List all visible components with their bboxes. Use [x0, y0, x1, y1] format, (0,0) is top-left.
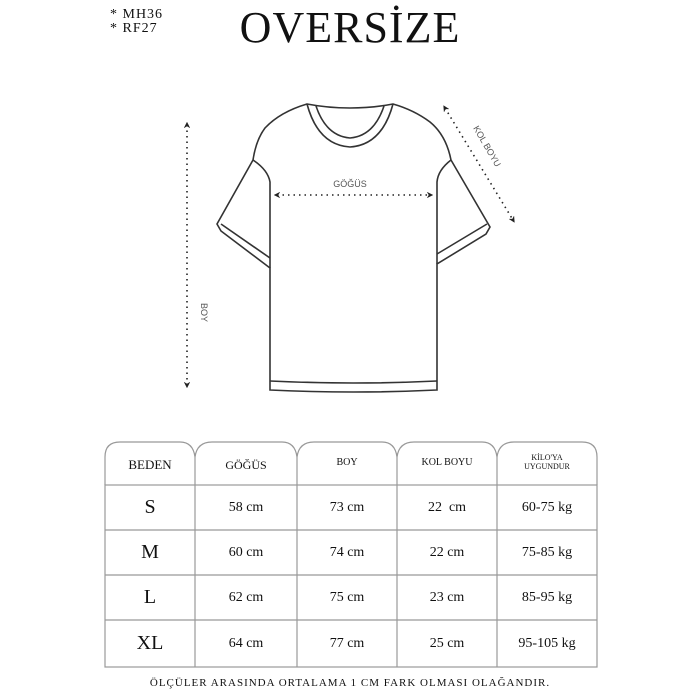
- product-code: * RF27: [110, 21, 158, 36]
- product-code: * MH36: [110, 7, 164, 22]
- header-length: BOY: [336, 456, 358, 468]
- cell-chest: 62 cm: [228, 589, 264, 605]
- cell-weight: 95-105 kg: [518, 635, 576, 651]
- page-title: OVERSİZE: [239, 3, 461, 52]
- footer-note: ÖLÇÜLER ARASINDA ORTALAMA 1 CM FARK OLMA…: [149, 677, 551, 689]
- cell-size: M: [141, 541, 159, 563]
- header-weight-line1: KİLO'YA: [531, 453, 563, 462]
- cell-length: 73 cm: [329, 499, 365, 515]
- product-codes: * MH36 * RF27: [110, 8, 163, 36]
- cell-length: 74 cm: [329, 544, 365, 560]
- cell-size: XL: [136, 632, 164, 654]
- cell-weight: 60-75 kg: [521, 499, 573, 515]
- cell-sleeve: 22 cm: [427, 499, 467, 515]
- cell-sleeve: 25 cm: [429, 635, 465, 651]
- cell-weight: 75-85 kg: [521, 544, 573, 560]
- cell-length: 77 cm: [329, 635, 365, 651]
- size-table-grid: [104, 441, 598, 668]
- cell-weight: 85-95 kg: [521, 589, 573, 605]
- tshirt-outline: [216, 103, 491, 393]
- cell-length: 75 cm: [329, 589, 365, 605]
- cell-chest: 60 cm: [228, 544, 264, 560]
- header-size: BEDEN: [128, 457, 172, 472]
- header-weight-line2: UYGUNDUR: [524, 462, 570, 471]
- cell-size: S: [144, 496, 156, 518]
- sleeve-label: KOL BOYU: [471, 124, 503, 169]
- header-weight: KİLO'YA UYGUNDUR: [497, 447, 597, 477]
- cell-sleeve: 22 cm: [429, 544, 465, 560]
- cell-sleeve: 23 cm: [429, 589, 465, 605]
- cell-chest: 58 cm: [228, 499, 264, 515]
- chest-label: GÖĞÜS: [333, 179, 367, 189]
- length-label: BOY: [199, 303, 209, 322]
- cell-chest: 64 cm: [228, 635, 264, 651]
- header-chest: GÖĞÜS: [225, 457, 267, 472]
- header-sleeve: KOL BOYU: [421, 456, 473, 468]
- cell-size: L: [143, 586, 157, 608]
